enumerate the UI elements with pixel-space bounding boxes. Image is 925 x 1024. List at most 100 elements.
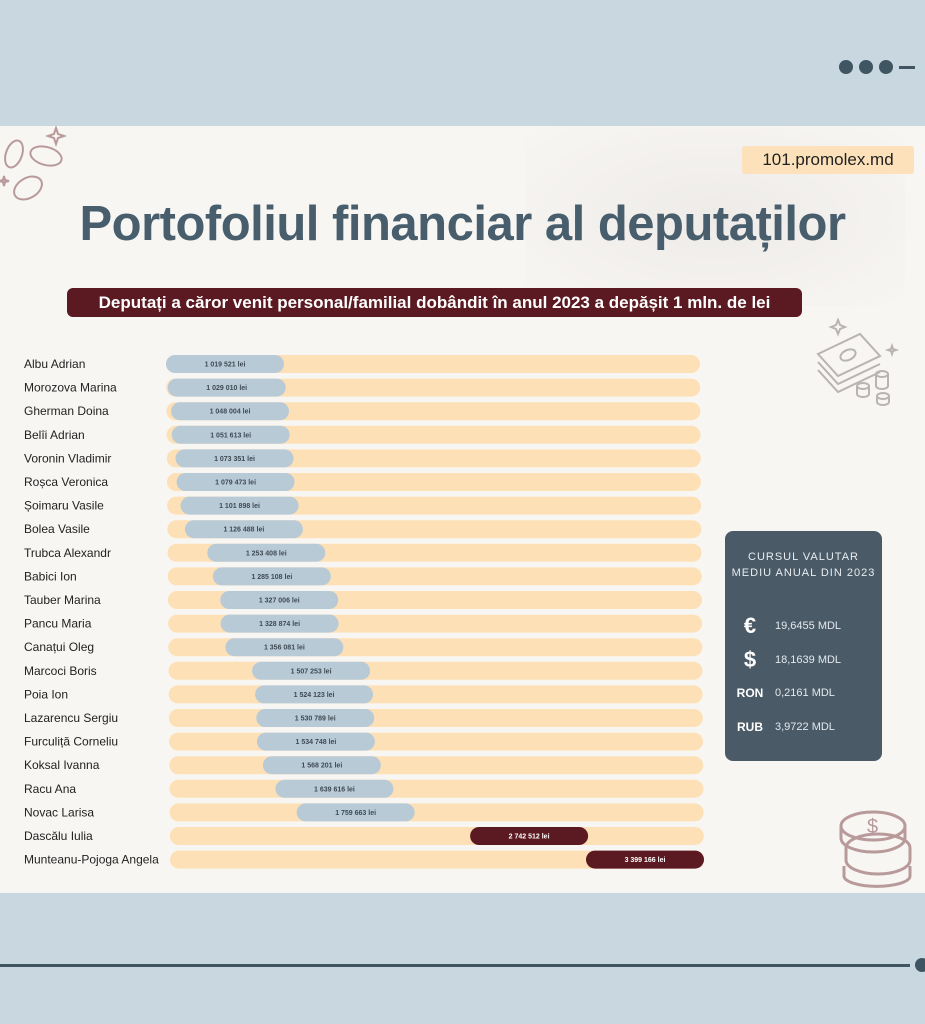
bar-value-21 (586, 850, 704, 869)
bar-value-14 (255, 685, 374, 704)
dot (879, 60, 893, 74)
exchange-title: CURSUL VALUTAR MEDIU ANUAL DIN 2023 (725, 549, 882, 581)
data-label: 1 568 201 lei (301, 763, 342, 770)
category-label: Poia Ion (24, 687, 68, 701)
exchange-row-usd: $ 18,1639 MDL (725, 647, 882, 673)
bar-value-0 (166, 355, 284, 373)
bar-value-17 (262, 756, 381, 775)
bar-track (169, 756, 704, 775)
site-badge[interactable]: 101.promolex.md (742, 146, 914, 174)
coins-icon (0, 126, 68, 201)
bar-value-15 (256, 709, 375, 727)
category-label: Morozova Marina (24, 381, 117, 395)
menu-dots (839, 60, 915, 74)
svg-text:$: $ (867, 816, 878, 838)
exchange-value: 0,2161 MDL (775, 687, 835, 699)
bar-value-7 (184, 520, 303, 539)
bar-value-1 (167, 378, 286, 397)
exchange-row-eur: € 19,6455 MDL (725, 613, 882, 639)
data-label: 1 327 006 lei (259, 598, 300, 605)
exchange-title-line1: CURSUL VALUTAR (748, 551, 859, 563)
dollar-icon: $ (743, 647, 757, 672)
category-label: Munteanu-Pojoga Angela (24, 853, 159, 867)
category-label: Gherman Doina (24, 404, 109, 418)
coin-stack-icon: $ (839, 810, 912, 888)
bar-value-6 (180, 496, 299, 515)
data-label: 1 530 789 lei (295, 716, 336, 723)
bar-value-4 (175, 449, 294, 468)
dot (859, 60, 873, 74)
infographic-panel: 101.promolex.md Portofoliul financiar al… (0, 126, 925, 893)
bar-track (166, 473, 701, 491)
exchange-rate-card: CURSUL VALUTAR MEDIU ANUAL DIN 2023 € 19… (725, 531, 882, 761)
category-label: Marcoci Boris (24, 664, 97, 678)
data-label: 1 101 898 lei (219, 503, 260, 510)
bar-track (168, 709, 703, 727)
chart-subtitle: Deputați a căror venit personal/familial… (67, 288, 802, 317)
category-label: Voronin Vladimir (24, 451, 111, 465)
euro-icon: € (743, 613, 757, 638)
bar-track (169, 827, 704, 845)
data-label: 1 073 351 lei (214, 456, 255, 463)
category-label: Furculiță Corneliu (24, 735, 118, 749)
rub-label: RUB (737, 720, 763, 734)
bar-track (166, 402, 701, 421)
category-label: Trubca Alexandr (24, 546, 111, 560)
page-title: Portofoliul financiar al deputaților (79, 197, 846, 251)
bar-value-19 (296, 803, 415, 822)
data-label: 1 534 748 lei (295, 739, 336, 746)
bar-value-12 (225, 638, 344, 657)
data-label: 2 742 512 lei (509, 834, 550, 841)
data-label: 1 253 408 lei (246, 550, 287, 557)
bar-track (169, 803, 704, 822)
data-label: 1 029 010 lei (206, 385, 247, 392)
bar-value-2 (171, 402, 290, 421)
bar-value-3 (171, 425, 290, 444)
bar-value-16 (256, 732, 375, 751)
category-label: Koksal Ivanna (24, 758, 100, 772)
category-label: Bolea Vasile (24, 522, 90, 536)
exchange-value: 18,1639 MDL (775, 654, 842, 666)
bar-value-20 (470, 827, 589, 845)
bar-track (168, 661, 703, 680)
exchange-value: 3,9722 MDL (775, 721, 835, 733)
exchange-row-ron: RON 0,2161 MDL (725, 686, 882, 700)
category-label: Canațui Oleg (24, 640, 94, 654)
bar-track (166, 355, 700, 373)
bar-track (167, 496, 702, 515)
data-label: 1 285 108 lei (251, 574, 292, 581)
data-label: 1 079 473 lei (215, 480, 256, 487)
divider-line (0, 964, 910, 967)
category-label: Șoimaru Vasile (24, 499, 104, 513)
bar-track (166, 425, 701, 444)
data-label: 1 051 613 lei (210, 432, 251, 439)
exchange-value: 19,6455 MDL (775, 620, 842, 632)
bar-value-9 (212, 567, 331, 586)
divider-dot (915, 958, 925, 972)
data-label: 1 524 123 lei (294, 692, 335, 699)
data-label: 1 507 253 lei (291, 668, 332, 675)
data-label: 1 019 521 lei (205, 362, 246, 369)
bar-value-13 (252, 661, 371, 680)
bar-value-10 (220, 591, 339, 609)
category-label: Albu Adrian (24, 357, 85, 371)
data-label: 1 356 081 lei (264, 645, 305, 652)
data-label: 1 328 874 lei (259, 621, 300, 628)
ron-label: RON (736, 686, 764, 700)
category-label: Babici Ion (24, 569, 77, 583)
category-label: Lazarencu Sergiu (24, 711, 118, 725)
category-label: Pancu Maria (24, 617, 92, 631)
bar-track (170, 850, 704, 869)
exchange-title-line2: MEDIU ANUAL DIN 2023 (731, 567, 876, 579)
data-label: 1 126 488 lei (223, 527, 264, 534)
bar-track (166, 378, 701, 397)
category-label: Racu Ana (24, 782, 76, 796)
dash (899, 65, 915, 69)
dot (839, 60, 853, 74)
category-label: Tauber Marina (24, 593, 101, 607)
exchange-row-rub: RUB 3,9722 MDL (725, 720, 882, 734)
bar-value-18 (275, 779, 394, 798)
bar-track (168, 685, 703, 704)
bar-track (169, 732, 704, 751)
data-label: 1 639 616 lei (314, 786, 355, 793)
